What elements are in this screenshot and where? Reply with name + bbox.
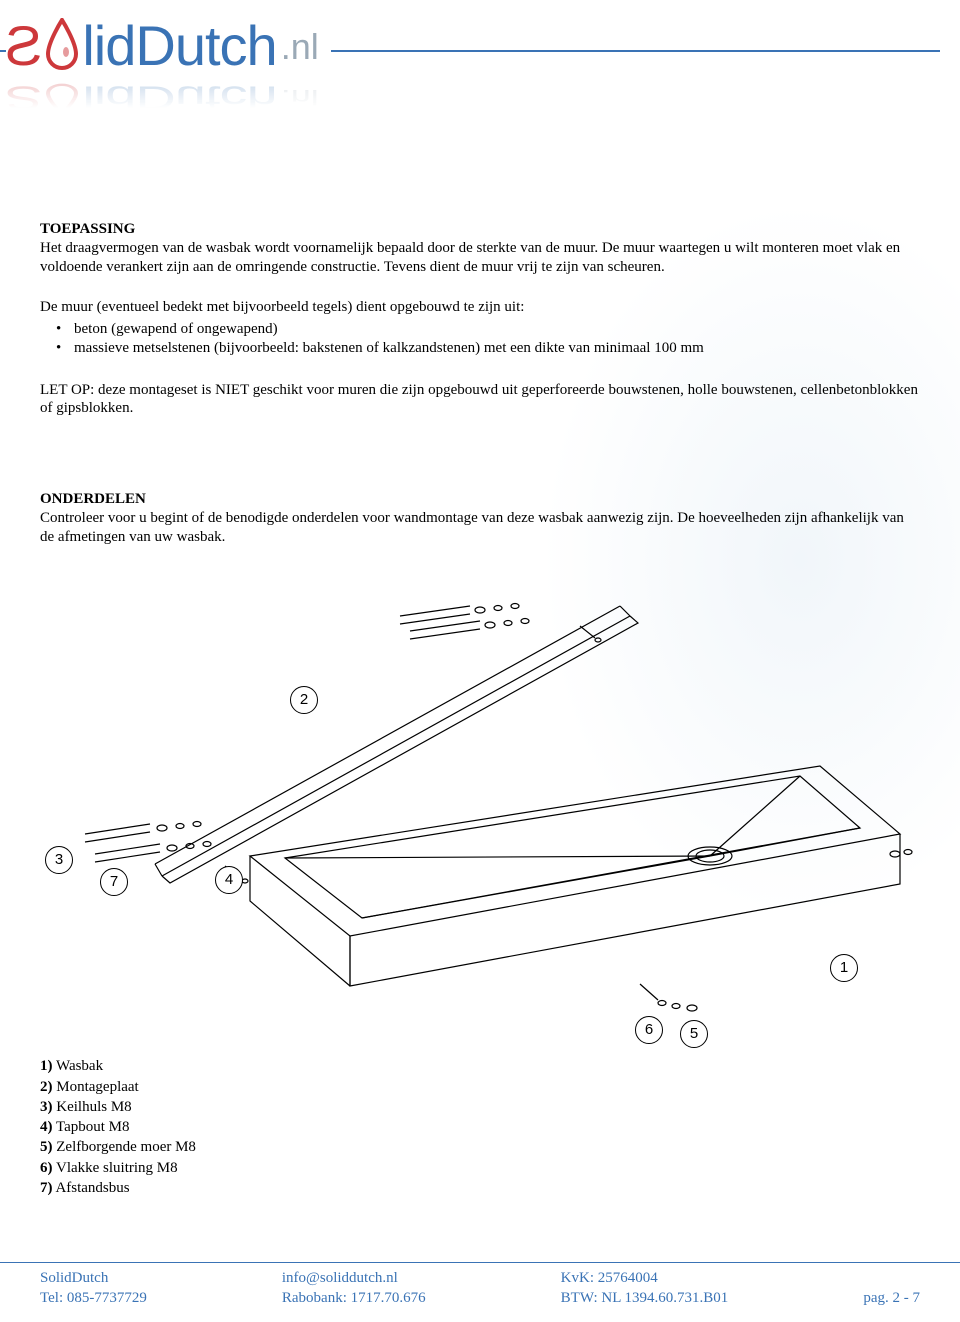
footer-tel: Tel: 085-7737729: [40, 1289, 147, 1309]
toepassing-paragraph-2-intro: De muur (eventueel bedekt met bijvoorbee…: [40, 298, 920, 317]
heading-toepassing: TOEPASSING: [40, 220, 920, 239]
footer-email: info@soliddutch.nl: [282, 1269, 426, 1289]
footer-page-number: pag. 2 - 7: [863, 1289, 920, 1309]
diagram-svg: [40, 566, 920, 1046]
footer-btw: BTW: NL 1394.60.731.B01: [561, 1289, 729, 1309]
footer-col-1: SolidDutch Tel: 085-7737729: [40, 1269, 147, 1308]
logo-drop-icon: [42, 18, 82, 74]
parts-legend-item: 7) Afstandsbus: [40, 1178, 920, 1198]
logo-word-rest: lidDutch: [82, 18, 276, 74]
toepassing-bullet-list: beton (gewapend of ongewapend) massieve …: [56, 320, 920, 358]
logo-reflection: S lidDutch .nl: [6, 81, 331, 115]
parts-legend-item: 4) Tapbout M8: [40, 1117, 920, 1137]
footer-col-2: info@soliddutch.nl Rabobank: 1717.70.676: [282, 1269, 426, 1308]
parts-legend-item: 2) Montageplaat: [40, 1077, 920, 1097]
toepassing-warning: LET OP: deze montageset is NIET geschikt…: [40, 381, 920, 419]
logo: S lidDutch .nl: [6, 18, 331, 74]
exploded-diagram: 2 3 7 4 1 6 5: [40, 566, 920, 1046]
parts-legend-item: 3) Keilhuls M8: [40, 1097, 920, 1117]
logo-letter-s: S: [6, 18, 42, 74]
onderdelen-paragraph-1: Controleer voor u begint of de benodigde…: [40, 509, 920, 547]
bullet-item: massieve metselstenen (bijvoorbeeld: bak…: [56, 339, 920, 358]
footer-company: SolidDutch: [40, 1269, 147, 1289]
page-content: TOEPASSING Het draagvermogen van de wasb…: [0, 126, 960, 1198]
logo-tld: .nl: [281, 26, 319, 68]
bullet-item: beton (gewapend of ongewapend): [56, 320, 920, 339]
parts-legend-item: 6) Vlakke sluitring M8: [40, 1158, 920, 1178]
page-header: S lidDutch .nl S lidDutch .nl: [0, 0, 960, 126]
footer-bank: Rabobank: 1717.70.676: [282, 1289, 426, 1309]
footer-kvk: KvK: 25764004: [561, 1269, 729, 1289]
parts-legend-item: 5) Zelfborgende moer M8: [40, 1137, 920, 1157]
footer-col-3: KvK: 25764004 BTW: NL 1394.60.731.B01: [561, 1269, 729, 1308]
toepassing-paragraph-1: Het draagvermogen van de wasbak wordt vo…: [40, 239, 920, 277]
parts-legend-item: 1) Wasbak: [40, 1056, 920, 1076]
page-footer: SolidDutch Tel: 085-7737729 info@soliddu…: [0, 1262, 960, 1308]
heading-onderdelen: ONDERDELEN: [40, 490, 920, 509]
parts-legend-list: 1) Wasbak 2) Montageplaat 3) Keilhuls M8…: [40, 1056, 920, 1198]
